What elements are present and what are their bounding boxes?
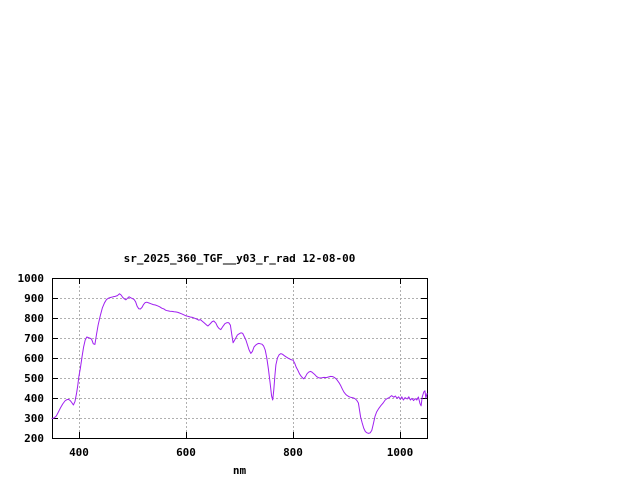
grid-lines: [52, 278, 427, 438]
y-tick-label: 400: [24, 392, 44, 405]
x-tick-label: 600: [176, 446, 196, 459]
tick-labels: 400 600 800 1000 200 300 400 500 600 700 800 900 100…: [18, 272, 414, 459]
x-tick-label: 1000: [387, 446, 414, 459]
x-axis-label: nm: [232, 464, 247, 477]
y-tick-label: 900: [24, 292, 44, 305]
y-tick-label: 600: [24, 352, 44, 365]
plot-border: [52, 278, 428, 439]
chart-title: sr_2025_360_TGF__y03_r_rad 12-08-00: [123, 252, 356, 265]
y-tick-label: 500: [24, 372, 44, 385]
y-tick-label: 1000: [18, 272, 45, 285]
y-tick-label: 200: [24, 432, 44, 445]
y-tick-label: 800: [24, 312, 44, 325]
spectrum-line: [51, 293, 428, 434]
x-tick-label: 800: [283, 446, 303, 459]
y-tick-label: 300: [24, 412, 44, 425]
x-tick-label: 400: [69, 446, 89, 459]
y-tick-label: 700: [24, 332, 44, 345]
